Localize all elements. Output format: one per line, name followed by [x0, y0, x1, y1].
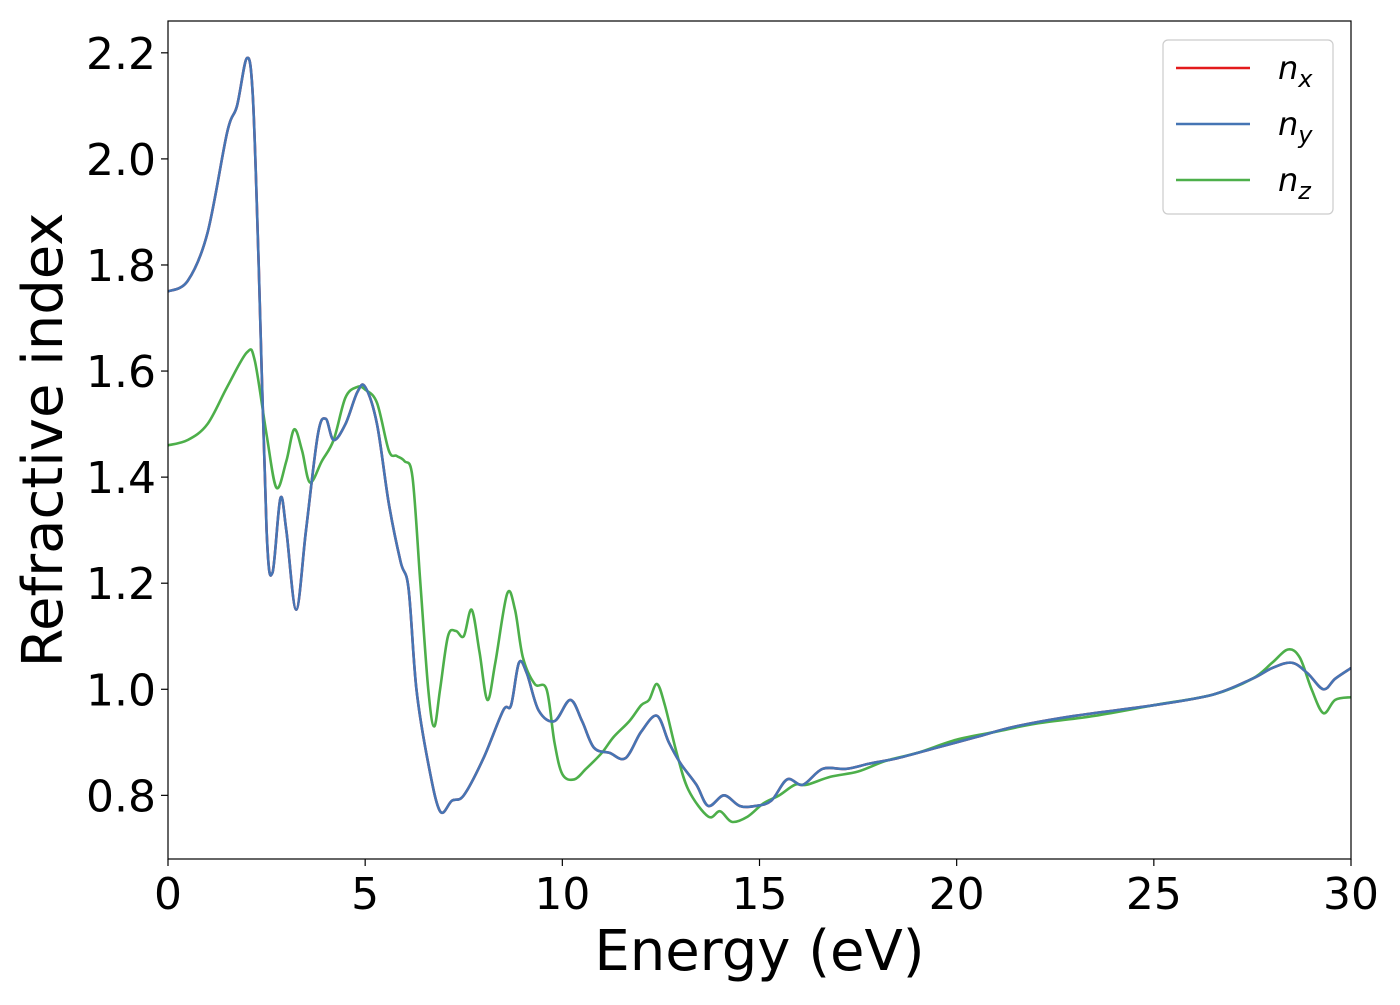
y-tick-label: 1.4: [86, 453, 156, 504]
y-axis-title: Refractive index: [11, 213, 76, 668]
series-line-nz: [168, 348, 1351, 824]
axis-ticks: 0 5 10 15 20 25 30 0.8 1.0 1.2 1.4 1.6 1.8 2.0 2.2: [86, 29, 1379, 920]
y-tick-label: 1.0: [86, 665, 156, 716]
x-tick-label: 5: [351, 869, 379, 920]
y-tick-label: 1.8: [86, 241, 156, 292]
series-line-ny: [168, 56, 1351, 814]
legend-label-ny: ny: [1278, 105, 1313, 149]
x-tick-label: 0: [154, 869, 182, 920]
series-lines: [168, 56, 1351, 824]
legend-label-nz: nz: [1278, 161, 1312, 205]
y-tick-label: 1.6: [86, 347, 156, 398]
x-tick-label: 30: [1323, 869, 1379, 920]
legend-label-nx: nx: [1278, 49, 1313, 93]
x-tick-label: 15: [732, 869, 788, 920]
y-tick-label: 2.0: [86, 135, 156, 186]
legend: nx ny nz: [1162, 39, 1334, 215]
x-tick-label: 10: [534, 869, 590, 920]
x-tick-label: 25: [1126, 869, 1182, 920]
y-tick-label: 1.2: [86, 559, 156, 610]
y-tick-label: 2.2: [86, 29, 156, 80]
x-tick-label: 20: [929, 869, 985, 920]
y-tick-label: 0.8: [86, 771, 156, 822]
x-axis-title: Energy (eV): [594, 919, 924, 984]
legend-box: [1162, 39, 1334, 215]
